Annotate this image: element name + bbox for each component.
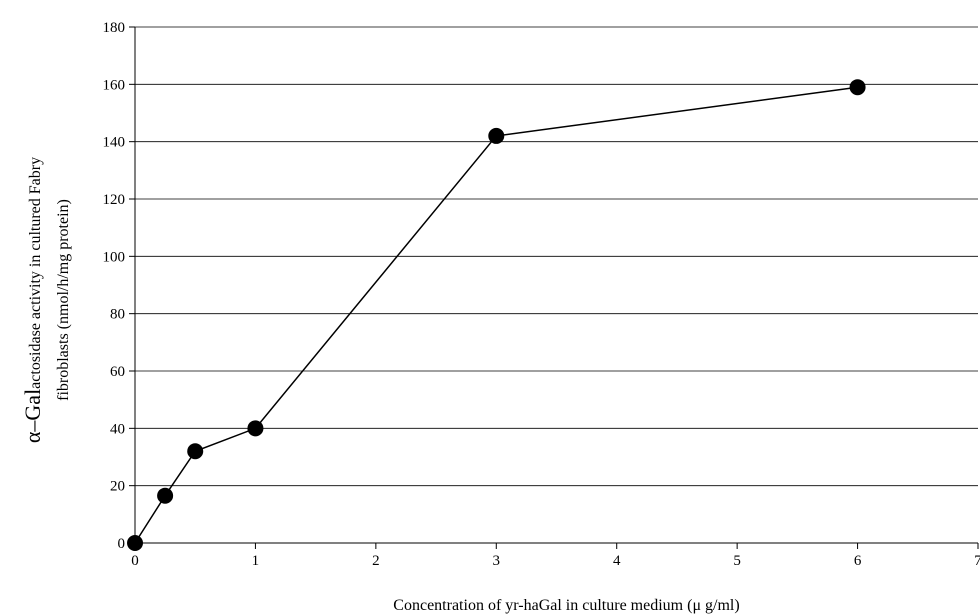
axes <box>134 27 978 544</box>
y-tick-labels: 0 20 40 60 80 100 120 140 160 180 <box>103 20 135 552</box>
y-axis-title-prefix: α–Gal <box>20 389 45 443</box>
y-axis-title-line1: α–Galactosidase activity in cultured Fab… <box>20 157 45 443</box>
x-tick-labels: 0 1 2 3 4 5 6 7 <box>131 543 980 569</box>
x-tick-label-7: 7 <box>974 553 980 569</box>
series-line-0 <box>134 86 858 544</box>
y-axis-title-line2: fibroblasts (nmol/h/mg protein) <box>55 199 72 401</box>
y-tick-label-20: 20 <box>110 479 125 495</box>
x-tick-label-0: 0 <box>131 553 139 569</box>
data-point-4 <box>488 127 505 144</box>
x-tick-label-4: 4 <box>613 553 621 569</box>
y-tick-label-120: 120 <box>103 192 126 208</box>
y-tick-label-180: 180 <box>103 20 126 36</box>
data-point-1 <box>157 487 174 504</box>
data-point-2 <box>187 443 204 460</box>
x-tick-label-2: 2 <box>372 553 380 569</box>
y-axis-title: α–Galactosidase activity in cultured Fab… <box>20 157 72 443</box>
y-axis-title-line1-rest: actosidase activity in cultured Fabry <box>27 157 44 389</box>
y-tick-label-160: 160 <box>103 77 126 93</box>
grid-lines <box>135 26 978 487</box>
y-tick-label-140: 140 <box>103 135 126 151</box>
series-group <box>127 79 866 551</box>
y-tick-label-40: 40 <box>110 421 125 437</box>
x-tick-label-1: 1 <box>252 553 260 569</box>
x-axis-title: Concentration of yr-haGal in culture med… <box>393 597 739 614</box>
x-tick-label-6: 6 <box>854 553 862 569</box>
y-tick-label-60: 60 <box>110 364 125 380</box>
x-tick-label-5: 5 <box>733 553 741 569</box>
x-tick-label-3: 3 <box>493 553 501 569</box>
data-point-0 <box>127 535 143 551</box>
data-point-3 <box>247 420 264 437</box>
data-point-5 <box>849 79 866 96</box>
y-tick-label-80: 80 <box>110 307 125 323</box>
y-tick-label-100: 100 <box>103 249 126 265</box>
y-tick-label-0: 0 <box>118 536 126 552</box>
